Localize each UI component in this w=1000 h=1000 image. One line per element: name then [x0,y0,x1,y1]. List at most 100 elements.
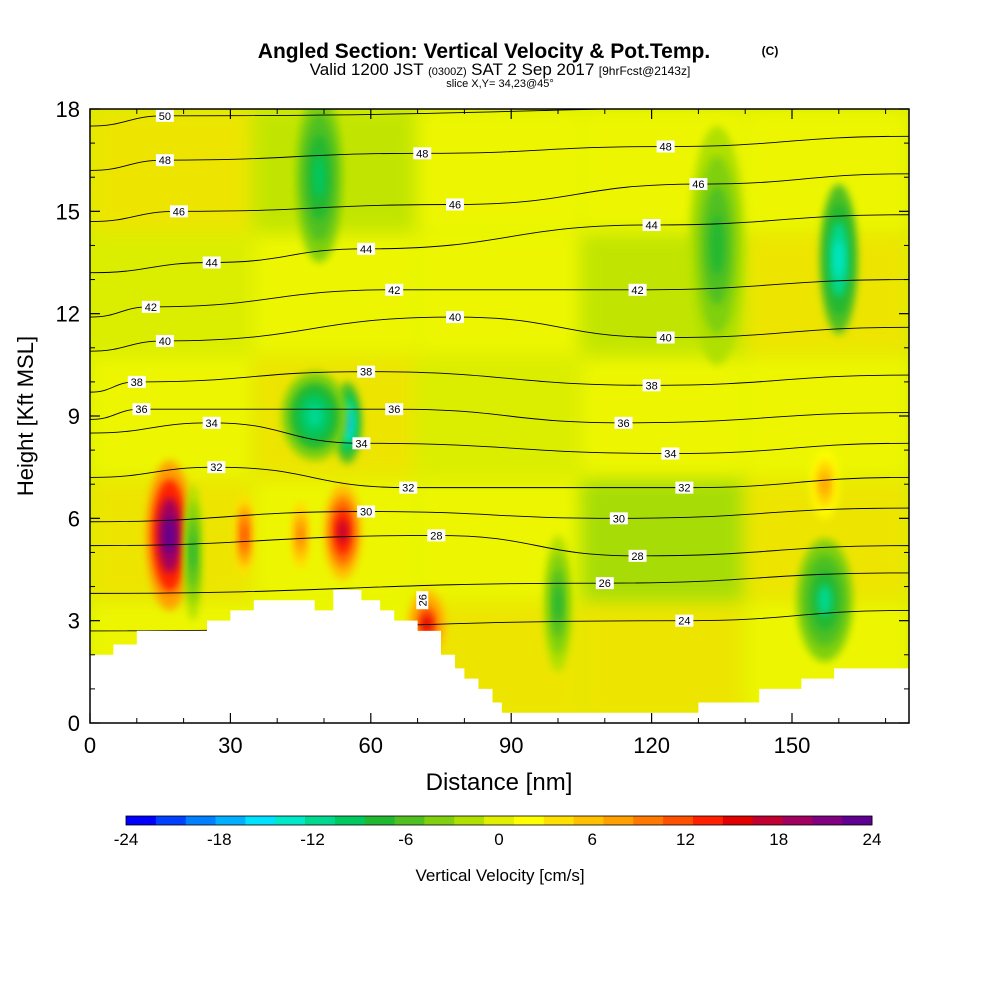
colorbar-tick-label: 12 [676,830,695,849]
x-tick-label: 120 [633,733,670,758]
x-tick-label: 0 [84,733,96,758]
updraft-core [242,525,247,546]
svg-text:50: 50 [159,111,171,123]
colorbar-swatch [722,816,754,825]
isentrope-label: 44 [202,256,221,270]
colorbar-swatch [454,816,485,825]
colorbar-tick-label: 18 [769,830,788,849]
svg-text:44: 44 [645,220,657,232]
isentrope-label: 46 [446,198,465,212]
svg-text:44: 44 [360,244,372,256]
colorbar-tick-label: -18 [207,830,232,849]
background-band [90,231,254,355]
background-band [417,109,582,232]
downdraft-core [817,584,832,616]
svg-text:40: 40 [660,333,672,345]
chart-title-group: Angled Section: Vertical Velocity & Pot.… [258,40,779,90]
isentrope-label: 38 [642,379,661,392]
colorbar-swatch [692,816,724,825]
isentrope-label: 36 [385,403,404,416]
svg-text:26: 26 [417,594,429,606]
svg-text:46: 46 [449,200,461,212]
y-tick-label: 18 [56,97,80,122]
colorbar-swatch [424,816,455,825]
svg-text:40: 40 [449,312,461,324]
isentrope-label: 30 [357,505,376,519]
subtitle-forecast: [9hrFcst@2143z] [599,64,691,78]
y-tick-label: 0 [68,711,80,736]
isentrope-line [90,534,909,557]
isentrope-line [90,422,909,454]
isentrope-label: 38 [127,375,146,389]
colorbar-label: Vertical Velocity [cm/s] [415,866,584,885]
svg-text:48: 48 [660,142,672,154]
svg-text:42: 42 [145,302,157,314]
svg-text:36: 36 [617,418,629,430]
colorbar-tick-label: -12 [300,830,325,849]
colorbar-swatch [842,816,873,825]
downdraft-core [554,586,562,621]
svg-text:40: 40 [159,336,171,348]
isentrope-label: 44 [642,218,661,232]
downdraft-core [834,240,844,278]
y-tick-label: 12 [56,302,80,327]
chart-subtitle: Valid 1200 JST (0300Z) SAT 2 Sep 2017 [9… [310,60,691,79]
colorbar-swatch [603,816,634,825]
isentrope-label: 46 [169,205,188,218]
plot-area [90,109,909,723]
svg-text:42: 42 [388,285,400,297]
colorbar-swatch [364,816,396,825]
subtitle-utc: (0300Z) [428,66,467,78]
isentrope-label: 42 [385,283,404,297]
isentrope-label: 32 [207,461,226,474]
isentrope-line [90,507,909,523]
colorbar-swatch [513,816,545,825]
x-tick-label: 60 [359,733,383,758]
colorbar-swatch [633,816,664,825]
svg-text:36: 36 [135,404,147,416]
svg-text:46: 46 [692,179,704,191]
colorbar-swatch [275,816,306,825]
colorbar-swatch [543,816,575,825]
colorbar-swatch [663,816,694,825]
x-tick-label: 150 [774,733,811,758]
subtitle-date: SAT 2 Sep 2017 [471,60,594,79]
downdraft-core [313,155,326,199]
slice-label: slice X,Y= 34,23@45° [446,78,554,90]
colorbar-tick-label: -6 [398,830,413,849]
svg-text:42: 42 [631,285,643,297]
isentrope-label: 44 [357,242,376,256]
svg-text:30: 30 [613,513,625,525]
colorbar-swatch [185,816,217,825]
isentrope-label: 28 [628,549,647,563]
x-tick-label: 30 [218,733,242,758]
colorbar-swatch [782,816,813,825]
x-tick-label: 90 [499,733,523,758]
isentrope-label: 36 [132,403,151,416]
svg-text:46: 46 [173,206,185,218]
colorbar-swatch [484,816,515,825]
isentrope-line [90,572,909,594]
downdraft-core [190,535,196,570]
isentrope-label: 48 [413,147,432,160]
isentrope-label: 34 [352,437,371,450]
svg-text:44: 44 [206,258,218,270]
svg-text:38: 38 [645,380,657,392]
isentrope-label: 28 [427,529,446,542]
svg-text:26: 26 [599,578,611,590]
colorbar-swatch [394,816,425,825]
colorbar-swatch [573,816,604,825]
isentrope-label: 48 [656,140,675,154]
colorbar: -24 -18 -12 -6 0 6 12 18 24 [114,815,881,849]
colorbar-swatch [812,816,843,825]
isentrope-label: 48 [155,154,174,167]
isentrope-line [90,214,909,274]
colorbar-frame [125,815,873,826]
y-tick-label: 3 [68,609,80,634]
colorbar-tick-label: 6 [588,830,597,849]
isentrope-label: 38 [357,365,376,379]
isentrope-label: 40 [446,311,465,324]
svg-text:34: 34 [355,438,367,450]
svg-text:28: 28 [430,530,442,542]
